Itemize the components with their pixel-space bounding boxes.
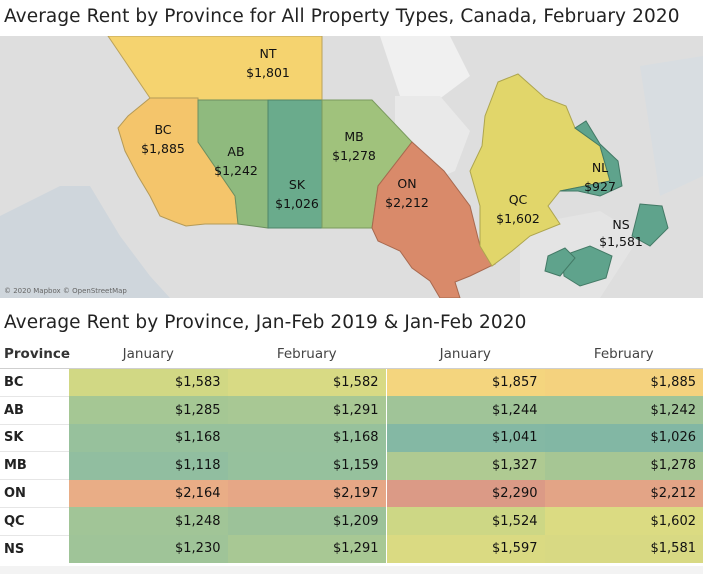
value-cell: $1,026 <box>544 424 703 452</box>
province-cell: QC <box>0 506 69 536</box>
province-cell: AB <box>0 395 69 425</box>
label-mb-code: MB <box>344 129 363 144</box>
label-bc-code: BC <box>154 122 171 137</box>
map-canvas: NT $1,801 BC $1,885 AB $1,242 SK $1,026 … <box>0 36 703 298</box>
bottom-strip <box>0 566 703 574</box>
value-cell: $1,581 <box>544 535 703 563</box>
province-cell: SK <box>0 423 69 452</box>
value-cell: $2,212 <box>544 479 703 508</box>
value-cell: $1,285 <box>69 396 228 425</box>
label-ab-code: AB <box>227 144 244 159</box>
label-ns-code: NS <box>612 217 629 232</box>
label-qc-value: $1,602 <box>496 211 540 226</box>
table-body: BC $1,583 $1,582 $1,857 $1,885 AB $1,285 $1,29… <box>0 368 703 563</box>
region-on[interactable] <box>371 141 496 298</box>
map-title: Average Rent by Province for All Propert… <box>4 6 680 27</box>
table-row[interactable]: SK $1,168 $1,168 $1,041 $1,026 <box>0 423 703 452</box>
value-cell: $1,242 <box>544 396 703 425</box>
label-bc-value: $1,885 <box>141 141 185 156</box>
value-cell: $1,524 <box>386 507 545 536</box>
value-cell: $1,597 <box>386 535 545 563</box>
map-attribution: © 2020 Mapbox © OpenStreetMap <box>4 287 127 295</box>
label-on-value: $2,212 <box>385 195 429 210</box>
value-cell: $1,602 <box>544 507 703 536</box>
table-row[interactable]: NS $1,230 $1,291 $1,597 $1,581 <box>0 534 703 563</box>
table-row[interactable]: BC $1,583 $1,582 $1,857 $1,885 <box>0 368 703 397</box>
region-nl-island[interactable] <box>631 203 669 247</box>
table-title: Average Rent by Province, Jan-Feb 2019 &… <box>4 312 527 333</box>
label-nl-code: NL <box>592 160 608 175</box>
table-row[interactable]: ON $2,164 $2,197 $2,290 $2,212 <box>0 479 703 508</box>
label-mb-value: $1,278 <box>332 148 376 163</box>
value-cell: $1,327 <box>386 451 545 480</box>
table-row[interactable]: MB $1,118 $1,159 $1,327 $1,278 <box>0 451 703 480</box>
label-sk-code: SK <box>289 177 306 192</box>
label-sk-value: $1,026 <box>275 196 319 211</box>
value-cell: $2,197 <box>227 479 387 508</box>
label-nt-code: NT <box>260 46 277 61</box>
label-nl-value: $927 <box>584 179 616 194</box>
value-cell: $1,278 <box>544 451 703 480</box>
value-cell: $2,290 <box>386 479 545 508</box>
value-cell: $2,164 <box>69 479 228 508</box>
label-nt-value: $1,801 <box>246 65 290 80</box>
province-map[interactable]: NT $1,801 BC $1,885 AB $1,242 SK $1,026 … <box>0 36 703 298</box>
table-header-row: Province January February January Februa… <box>0 340 703 369</box>
region-ns[interactable] <box>561 245 613 287</box>
header-province: Province <box>0 340 70 369</box>
header-jan-2019: January <box>69 340 228 369</box>
value-cell: $1,209 <box>227 507 387 536</box>
value-cell: $1,291 <box>227 396 387 425</box>
value-cell: $1,041 <box>386 424 545 452</box>
province-cell: ON <box>0 479 69 508</box>
value-cell: $1,230 <box>69 535 228 563</box>
region-pe-nb[interactable] <box>544 247 576 277</box>
header-feb-2019: February <box>227 340 386 369</box>
value-cell: $1,159 <box>227 451 387 480</box>
label-qc-code: QC <box>509 192 528 207</box>
header-jan-2020: January <box>386 340 545 369</box>
value-cell: $1,118 <box>69 451 228 480</box>
header-feb-2020: February <box>544 340 703 369</box>
label-on-code: ON <box>397 176 416 191</box>
value-cell: $1,583 <box>69 368 228 397</box>
table-row[interactable]: QC $1,248 $1,209 $1,524 $1,602 <box>0 506 703 536</box>
region-qc[interactable] <box>469 73 611 267</box>
rent-table: Province January February January Februa… <box>0 340 703 563</box>
value-cell: $1,582 <box>227 368 387 397</box>
province-cell: BC <box>0 368 69 397</box>
value-cell: $1,248 <box>69 507 228 536</box>
value-cell: $1,244 <box>386 396 545 425</box>
table-row[interactable]: AB $1,285 $1,291 $1,244 $1,242 <box>0 395 703 425</box>
value-cell: $1,885 <box>544 368 703 397</box>
value-cell: $1,168 <box>227 424 387 452</box>
region-nl[interactable] <box>559 120 623 197</box>
label-ab-value: $1,242 <box>214 163 258 178</box>
value-cell: $1,168 <box>69 424 228 452</box>
label-ns-value: $1,581 <box>599 234 643 249</box>
value-cell: $1,857 <box>386 368 545 397</box>
value-cell: $1,291 <box>227 535 387 563</box>
province-cell: NS <box>0 534 69 563</box>
province-cell: MB <box>0 451 69 480</box>
